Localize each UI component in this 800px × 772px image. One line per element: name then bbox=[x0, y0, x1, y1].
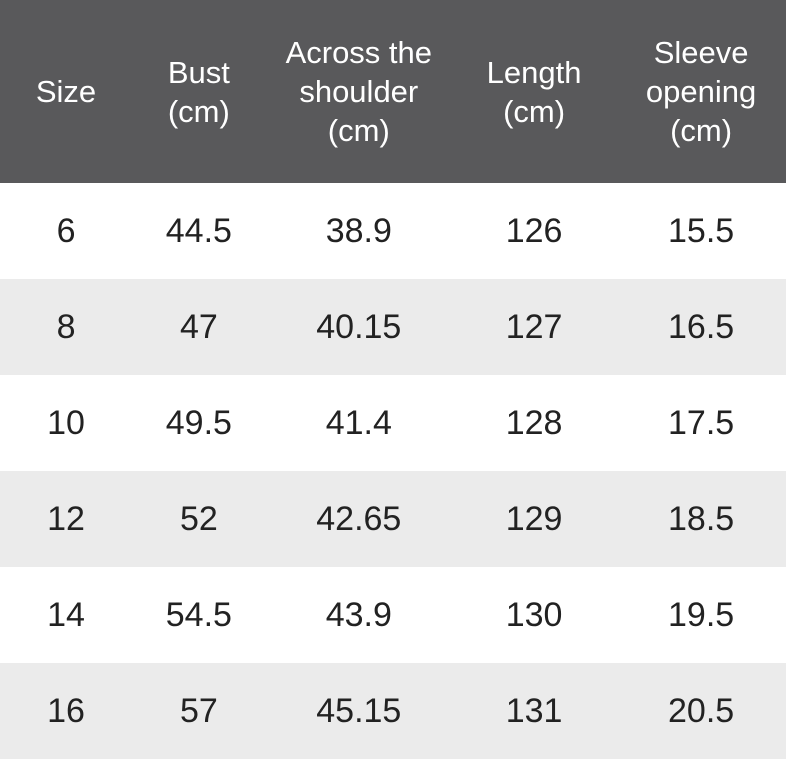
cell-length: 126 bbox=[505, 211, 563, 250]
header-cell-sleeve-opening: Sleeve opening (cm) bbox=[616, 0, 786, 183]
cell-across-shoulder: 45.15 bbox=[316, 691, 402, 730]
table-body: 6 44.5 38.9 126 15.5 8 47 40.15 127 16.5… bbox=[0, 183, 786, 759]
table-row: 10 49.5 41.4 128 17.5 bbox=[0, 375, 786, 471]
cell-size: 6 bbox=[56, 211, 76, 250]
cell-bust: 47 bbox=[179, 307, 218, 346]
cell-sleeve-opening: 16.5 bbox=[668, 307, 735, 346]
table-row: 12 52 42.65 129 18.5 bbox=[0, 471, 786, 567]
header-cell-length: Length (cm) bbox=[451, 0, 617, 183]
cell-across-shoulder: 40.15 bbox=[316, 307, 402, 346]
table-row: 14 54.5 43.9 130 19.5 bbox=[0, 567, 786, 663]
cell-length: 127 bbox=[505, 307, 563, 346]
cell-length: 130 bbox=[505, 595, 563, 634]
cell-sleeve-opening: 18.5 bbox=[668, 499, 735, 538]
cell-length: 131 bbox=[505, 691, 563, 730]
cell-bust: 54.5 bbox=[165, 595, 232, 634]
cell-across-shoulder: 43.9 bbox=[325, 595, 392, 634]
cell-across-shoulder: 38.9 bbox=[325, 211, 392, 250]
cell-across-shoulder: 41.4 bbox=[325, 403, 392, 442]
cell-bust: 44.5 bbox=[165, 211, 232, 250]
table-row: 6 44.5 38.9 126 15.5 bbox=[0, 183, 786, 279]
header-cell-across-shoulder: Across the shoulder (cm) bbox=[265, 0, 452, 183]
size-chart: Size Bust (cm) Across the shoulder (cm) … bbox=[0, 0, 786, 759]
header-row: Size Bust (cm) Across the shoulder (cm) … bbox=[0, 0, 786, 183]
cell-sleeve-opening: 15.5 bbox=[668, 211, 735, 250]
cell-size: 16 bbox=[47, 691, 85, 730]
cell-across-shoulder: 42.65 bbox=[316, 499, 402, 538]
cell-bust: 49.5 bbox=[165, 403, 232, 442]
header-cell-bust: Bust (cm) bbox=[132, 0, 266, 183]
cell-sleeve-opening: 19.5 bbox=[668, 595, 735, 634]
cell-size: 10 bbox=[47, 403, 85, 442]
cell-bust: 52 bbox=[179, 499, 218, 538]
table-header: Size Bust (cm) Across the shoulder (cm) … bbox=[0, 0, 786, 183]
cell-size: 14 bbox=[47, 595, 85, 634]
cell-length: 129 bbox=[505, 499, 563, 538]
size-chart-table: Size Bust (cm) Across the shoulder (cm) … bbox=[0, 0, 786, 759]
cell-size: 8 bbox=[56, 307, 76, 346]
table-row: 16 57 45.15 131 20.5 bbox=[0, 663, 786, 759]
table-row: 8 47 40.15 127 16.5 bbox=[0, 279, 786, 375]
cell-sleeve-opening: 17.5 bbox=[668, 403, 735, 442]
cell-sleeve-opening: 20.5 bbox=[668, 691, 735, 730]
cell-length: 128 bbox=[505, 403, 563, 442]
cell-bust: 57 bbox=[179, 691, 218, 730]
cell-size: 12 bbox=[47, 499, 85, 538]
header-cell-size: Size bbox=[0, 0, 133, 183]
